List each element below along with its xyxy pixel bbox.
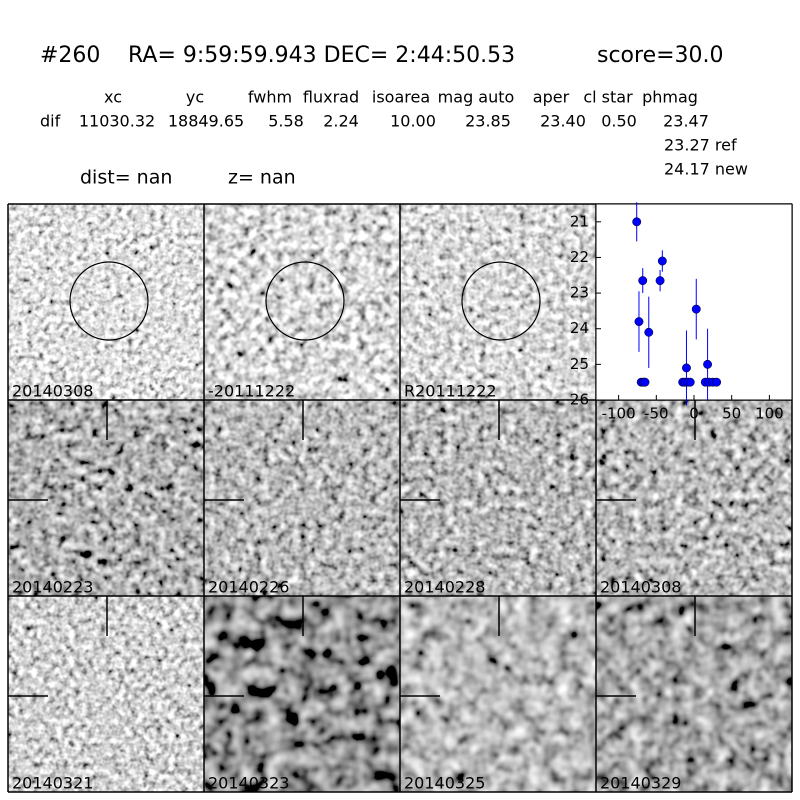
column-value: 0.50 bbox=[601, 112, 637, 131]
column-value: 18849.65 bbox=[168, 112, 244, 131]
column-header: xc bbox=[104, 88, 122, 107]
panel-label: R20111222 bbox=[404, 382, 497, 401]
cutout-image bbox=[400, 400, 596, 596]
cutout-image bbox=[8, 400, 204, 596]
column-value: 11030.32 bbox=[79, 112, 155, 131]
data-point bbox=[632, 217, 642, 227]
cutout-image bbox=[204, 400, 400, 596]
plot-area bbox=[595, 203, 793, 401]
aperture-circle bbox=[461, 261, 541, 341]
y-tick-label: 25 bbox=[570, 355, 589, 373]
column-header: mag auto bbox=[438, 88, 515, 107]
x-tick-label: 0 bbox=[689, 405, 699, 423]
x-tick-label: -100 bbox=[602, 405, 636, 423]
panel-label: 20140329 bbox=[600, 774, 681, 793]
x-tick-label: 50 bbox=[722, 405, 741, 423]
cutout-image bbox=[596, 400, 792, 596]
data-point bbox=[655, 276, 665, 286]
column-value: 23.47 bbox=[663, 112, 709, 131]
data-point bbox=[638, 276, 648, 286]
data-point bbox=[644, 327, 654, 337]
cutout-image bbox=[204, 204, 400, 400]
panel-label: 20140323 bbox=[208, 774, 289, 793]
panel-label: 20140308 bbox=[12, 382, 93, 401]
new-mag: 24.17 new bbox=[664, 160, 748, 179]
cutout-image bbox=[8, 596, 204, 792]
cutout-image bbox=[8, 204, 204, 400]
y-tick-label: 24 bbox=[570, 319, 589, 337]
data-point bbox=[703, 359, 713, 369]
y-tick-label: 22 bbox=[570, 248, 589, 266]
data-point bbox=[691, 304, 701, 314]
column-value: 23.85 bbox=[465, 112, 511, 131]
panel-label: 20140308 bbox=[600, 578, 681, 597]
data-point bbox=[712, 377, 722, 387]
cutout-image bbox=[204, 596, 400, 792]
panel-label: 20140325 bbox=[404, 774, 485, 793]
data-point bbox=[682, 363, 691, 373]
panel-label: 20140226 bbox=[208, 578, 289, 597]
data-point bbox=[657, 256, 667, 266]
aperture-circle bbox=[69, 261, 149, 341]
panel-label: 20140321 bbox=[12, 774, 93, 793]
aperture-circle bbox=[265, 261, 345, 341]
cutout-image bbox=[400, 204, 596, 400]
column-header: aper bbox=[533, 88, 570, 107]
row-label: dif bbox=[40, 112, 61, 131]
column-header: phmag bbox=[642, 88, 698, 107]
panel-label: 20140228 bbox=[404, 578, 485, 597]
score: score=30.0 bbox=[597, 43, 724, 68]
column-value: 23.40 bbox=[540, 112, 586, 131]
coordinates: RA= 9:59:59.943 DEC= 2:44:50.53 bbox=[128, 43, 515, 68]
y-tick-label: 21 bbox=[570, 212, 589, 230]
ref-mag: 23.27 ref bbox=[664, 136, 737, 155]
column-header: isoarea bbox=[372, 88, 430, 107]
x-tick-label: -50 bbox=[644, 405, 669, 423]
panel-label: 20140223 bbox=[12, 578, 93, 597]
cutout-image bbox=[400, 596, 596, 792]
candidate-id: #260 bbox=[40, 43, 100, 68]
y-tick-label: 23 bbox=[570, 284, 589, 302]
panel-label: -20111222 bbox=[208, 382, 295, 401]
data-point bbox=[634, 317, 644, 327]
column-header: cl star bbox=[583, 88, 633, 107]
redshift: z= nan bbox=[228, 167, 296, 189]
column-header: fwhm bbox=[248, 88, 292, 107]
column-value: 10.00 bbox=[390, 112, 436, 131]
data-point bbox=[685, 377, 695, 387]
data-point bbox=[640, 377, 650, 387]
column-header: yc bbox=[186, 88, 204, 107]
cutout-image bbox=[596, 596, 792, 792]
y-tick-label: 26 bbox=[570, 391, 589, 409]
column-header: fluxrad bbox=[303, 88, 359, 107]
dist: dist= nan bbox=[80, 167, 172, 189]
x-tick-label: 100 bbox=[755, 405, 784, 423]
column-value: 2.24 bbox=[323, 112, 359, 131]
column-value: 5.58 bbox=[268, 112, 304, 131]
